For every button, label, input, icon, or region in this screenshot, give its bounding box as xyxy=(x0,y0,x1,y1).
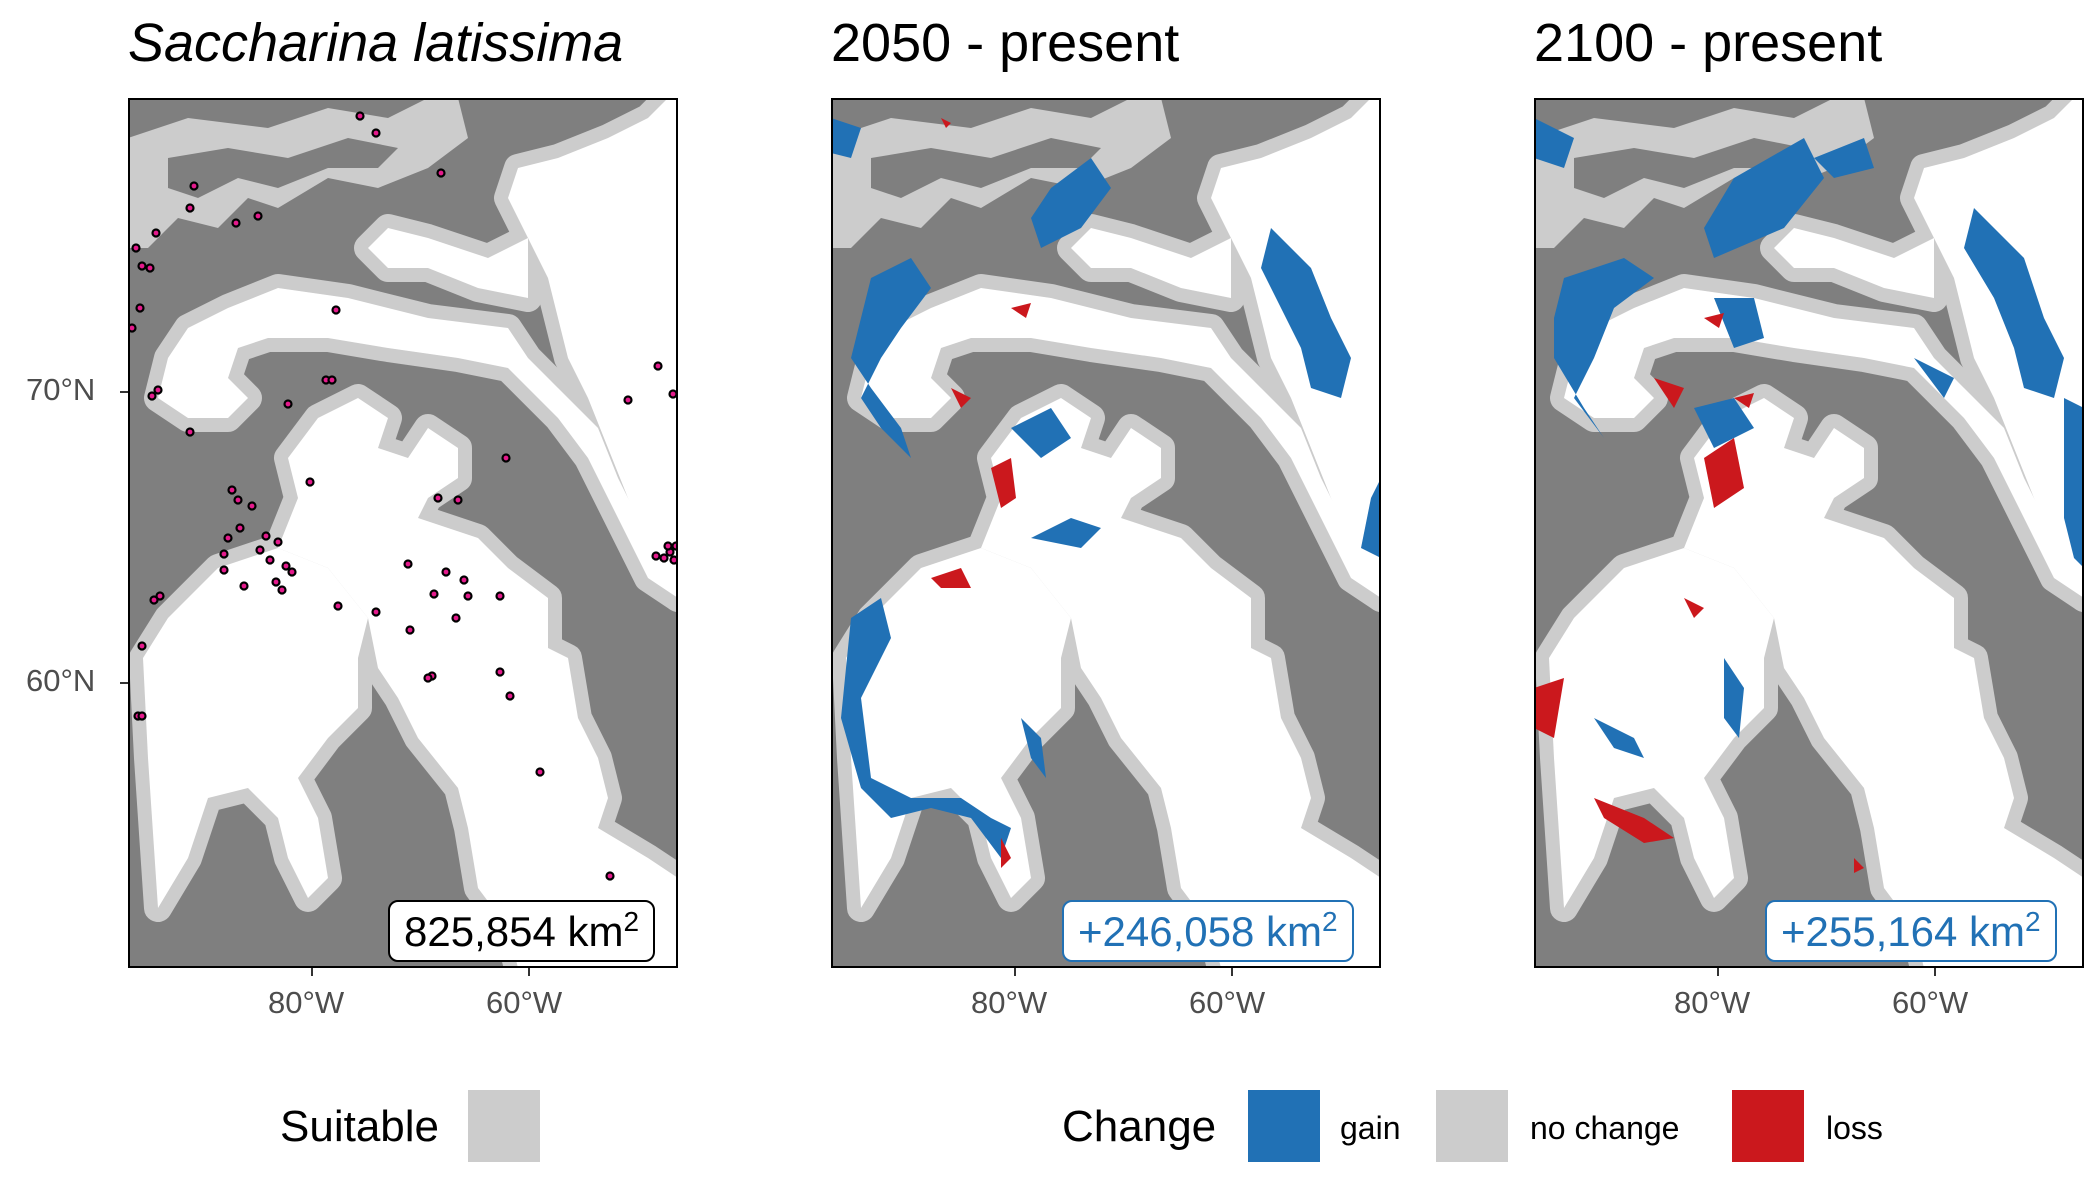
x-tick-mark-80w-p3 xyxy=(1717,968,1719,976)
panel-title-2050: 2050 - present xyxy=(831,13,1180,73)
legend-loss-swatch xyxy=(1732,1090,1804,1162)
area-box-2050: +246,058 km2 xyxy=(1062,900,1354,962)
y-tick-60n: 60°N xyxy=(26,663,96,698)
x-tick-80w-p1: 80°W xyxy=(268,985,345,1020)
legend-change-title: Change xyxy=(1062,1102,1217,1151)
panel-title-2100: 2100 - present xyxy=(1534,13,1883,73)
y-tick-mark-70n xyxy=(120,391,128,393)
x-tick-mark-80w-p2 xyxy=(1014,968,1016,976)
legend-gain-swatch xyxy=(1248,1090,1320,1162)
occurrence-points xyxy=(128,111,678,881)
x-tick-80w-p3: 80°W xyxy=(1674,985,1751,1020)
area-box-2100: +255,164 km2 xyxy=(1765,900,2057,962)
x-tick-mark-80w-p1 xyxy=(311,968,313,976)
y-tick-70n: 70°N xyxy=(26,372,96,407)
x-tick-60w-p2: 60°W xyxy=(1189,985,1266,1020)
x-tick-60w-p3: 60°W xyxy=(1892,985,1969,1020)
x-tick-mark-60w-p2 xyxy=(1231,968,1233,976)
map-present-suitability xyxy=(128,98,678,968)
x-tick-mark-60w-p1 xyxy=(528,968,530,976)
map-change-2050 xyxy=(831,98,1381,968)
legend-gain-label: gain xyxy=(1340,1110,1401,1146)
map-change-2100 xyxy=(1534,98,2084,968)
legend-suitable-swatch xyxy=(468,1090,540,1162)
legend-loss-label: loss xyxy=(1826,1110,1883,1146)
y-tick-mark-60n xyxy=(120,682,128,684)
legend-nochange-label: no change xyxy=(1530,1110,1680,1146)
x-tick-80w-p2: 80°W xyxy=(971,985,1048,1020)
panel-title-present: Saccharina latissima xyxy=(128,13,624,73)
area-box-present: 825,854 km2 xyxy=(388,900,656,962)
x-tick-60w-p1: 60°W xyxy=(486,985,563,1020)
legend-suitable-title: Suitable xyxy=(280,1102,440,1151)
x-tick-mark-60w-p3 xyxy=(1934,968,1936,976)
legend-nochange-swatch xyxy=(1436,1090,1508,1162)
